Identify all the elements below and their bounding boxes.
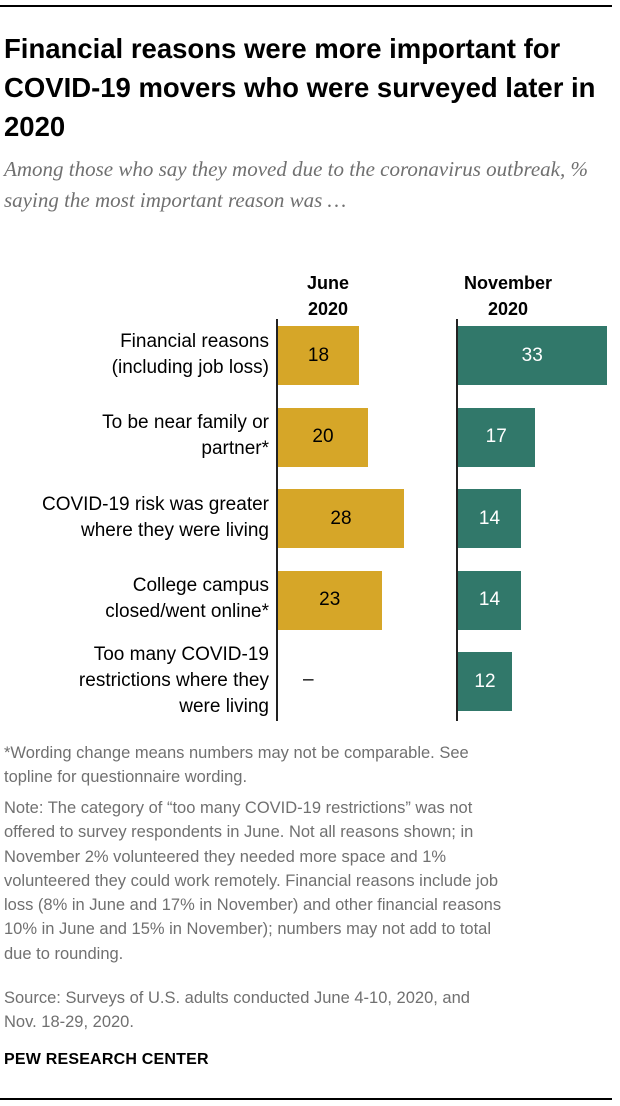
column-header-june-line: June — [306, 273, 349, 293]
bottom-rule — [0, 1098, 612, 1100]
chart-subtitle: Among those who say they moved due to th… — [4, 157, 588, 212]
bar-value-label: 14 — [478, 589, 501, 610]
chart-source: Source: Surveys of U.S. adults conducted… — [4, 986, 616, 1035]
bar-nov: 14 — [458, 570, 521, 630]
note-line: loss (8% in June and 17% in November) an… — [4, 896, 502, 915]
bar-june: 18 — [278, 326, 359, 385]
source-line: Source: Surveys of U.S. adults conducted… — [4, 989, 470, 1007]
bar-value-label: 17 — [485, 426, 507, 447]
bar-value-label: 14 — [478, 507, 501, 529]
top-rule — [0, 5, 612, 7]
category-label-line: were living — [179, 695, 269, 717]
category-label: College campus closed/went online* — [0, 573, 269, 625]
note-line: due to rounding. — [4, 944, 124, 963]
category-label-line: partner* — [201, 438, 269, 459]
category-label-line: College campus — [132, 575, 269, 596]
bar-value-label: 12 — [474, 670, 496, 692]
bar-value-label: 18 — [307, 344, 330, 366]
bar-nov: 17 — [458, 407, 535, 467]
category-label-line: (including job loss) — [111, 356, 269, 378]
footnote-line: topline for questionnaire wording. — [4, 768, 248, 787]
bar-value-label: 20 — [312, 426, 334, 447]
category-label-line: COVID-19 risk was greater — [41, 493, 269, 515]
bar-june: 28 — [278, 489, 404, 548]
bar-nov: 14 — [458, 489, 521, 548]
bar-value-label: 33 — [521, 344, 543, 366]
note-line: offered to survey respondents in June. N… — [4, 823, 474, 842]
category-label: Too many COVID-19 restrictions where they… — [0, 642, 269, 720]
bar-june: 23 — [278, 570, 382, 630]
column-header-june-line: 2020 — [307, 299, 349, 319]
bar-nov: 33 — [458, 326, 607, 385]
category-label-line: Too many COVID-19 — [93, 643, 269, 665]
bar-value-label: 28 — [330, 507, 352, 529]
column-header-november-line: November — [463, 273, 553, 293]
category-label-line: closed/went online* — [105, 601, 269, 622]
category-label-line: where they were living — [81, 519, 269, 541]
bar-june: 20 — [278, 407, 368, 467]
chart-title: Financial reasons were more important fo… — [4, 33, 596, 142]
june-axis-line — [276, 319, 278, 721]
category-label: To be near family or partner* — [0, 410, 269, 462]
column-header-november-line: 2020 — [487, 299, 529, 319]
category-label-line: restrictions where they — [78, 669, 269, 691]
chart-note: Note: The category of “too many COVID-19… — [4, 796, 616, 966]
column-header-june: June 2020 — [253, 270, 403, 322]
note-line: 10% in June and 15% in November); number… — [4, 920, 492, 939]
bar-value-label: 23 — [319, 589, 341, 610]
category-label: COVID-19 risk was greater where they were… — [0, 492, 269, 544]
november-axis-line — [456, 319, 458, 721]
category-label-line: To be near family or — [102, 412, 269, 433]
wording-footnote: *Wording change means numbers may not be… — [4, 741, 616, 790]
column-header-november: November 2020 — [433, 270, 583, 322]
note-line: November 2% volunteered they needed more… — [4, 847, 447, 866]
brand-logo-text: PEW RESEARCH CENTER — [4, 1051, 209, 1068]
bar-nov: 12 — [458, 652, 512, 711]
note-line: Note: The category of “too many COVID-19… — [4, 799, 473, 817]
category-label: Financial reasons (including job loss) — [0, 329, 269, 381]
note-line: volunteered they could work remotely. Fi… — [4, 871, 499, 890]
source-line: Nov. 18-29, 2020. — [4, 1013, 134, 1032]
footnote-line: *Wording change means numbers may not be… — [4, 744, 469, 762]
category-label-line: Financial reasons — [120, 330, 269, 352]
not-asked-marker: – — [303, 669, 314, 690]
